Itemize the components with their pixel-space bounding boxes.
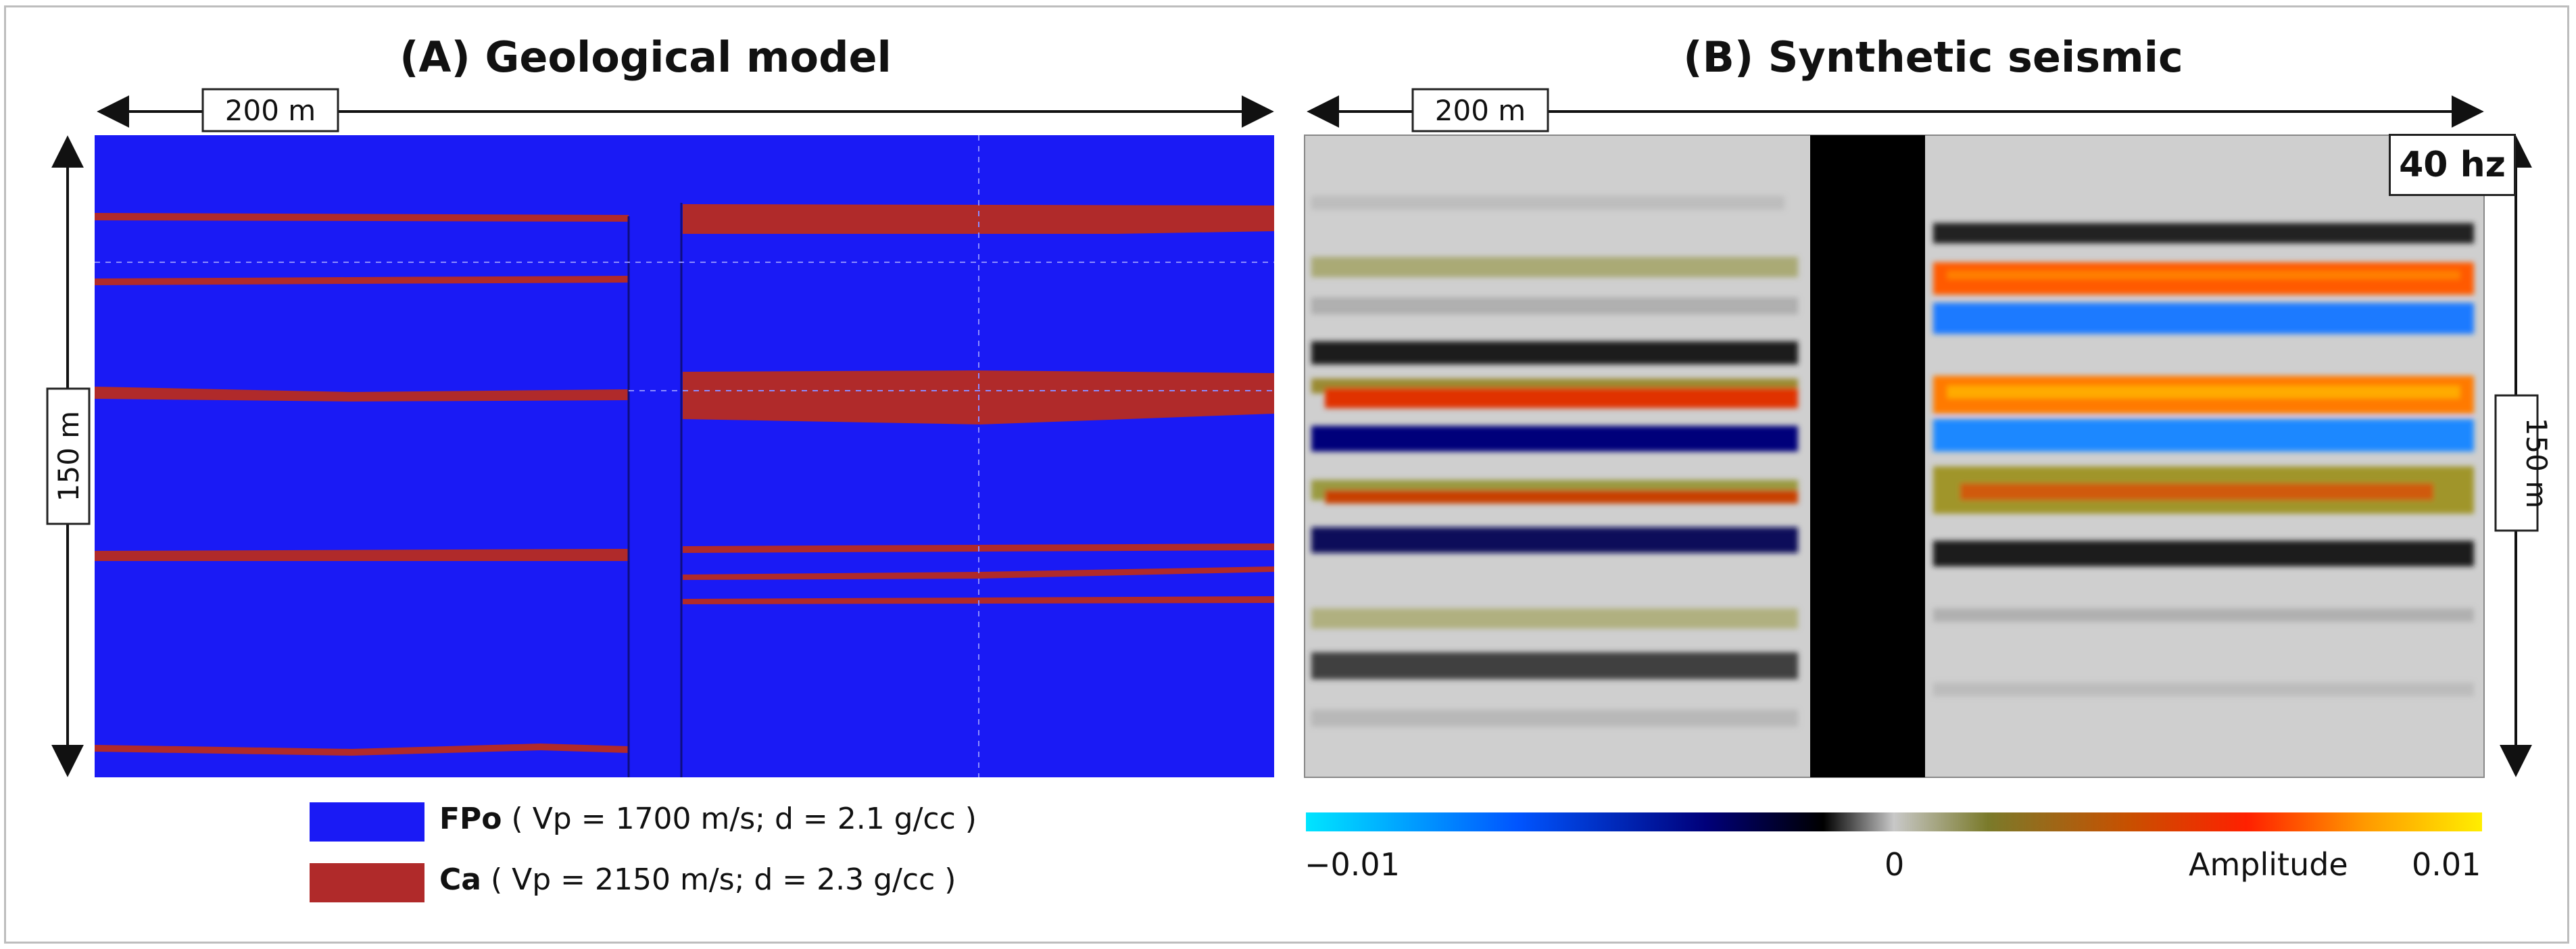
model-layer-ca xyxy=(95,213,629,222)
geological-model: 200 m 150 m xyxy=(46,88,1274,777)
colorbar-min-label: −0.01 xyxy=(1305,846,1400,883)
colorbar-max-label: 0.01 xyxy=(2412,846,2481,883)
legend-item-fpo: FPo ( Vp = 1700 m/s; d = 2.1 g/cc ) xyxy=(439,802,977,836)
width-label-box xyxy=(1411,88,1549,132)
synthetic-seismic: 200 m 150 m xyxy=(1304,88,2553,831)
height-label-box xyxy=(2494,394,2539,532)
legend-swatch-ca xyxy=(310,863,424,902)
legend-swatch-fpo xyxy=(310,802,424,842)
model-layer-ca xyxy=(95,387,629,402)
colorbar-mid-label: 0 xyxy=(1885,846,1905,883)
colorbar-title: Amplitude xyxy=(2189,846,2348,883)
legend-props: ( Vp = 1700 m/s; d = 2.1 g/cc ) xyxy=(511,802,977,836)
model-layer-ca xyxy=(95,549,629,561)
model-layer-ca xyxy=(95,744,629,756)
width-label-box xyxy=(201,88,339,132)
model-layer-ca xyxy=(683,204,1274,234)
panel-b-title: (B) Synthetic seismic xyxy=(1683,32,2183,82)
height-label: 150 m xyxy=(2520,418,2553,508)
colorbar xyxy=(1306,812,2482,831)
model-background-fpo xyxy=(95,135,1274,777)
width-label: 200 m xyxy=(225,94,316,127)
panel-a-title: (A) Geological model xyxy=(399,32,892,82)
legend-props: ( Vp = 2150 m/s; d = 2.3 g/cc ) xyxy=(490,862,956,897)
legend-name: Ca xyxy=(439,862,481,897)
model-layer-ca xyxy=(95,276,629,285)
model-layer-ca xyxy=(683,566,1274,580)
width-label: 200 m xyxy=(1435,94,1526,127)
height-label-box xyxy=(46,387,91,525)
frequency-label: 40 hz xyxy=(2389,134,2516,196)
gap-block xyxy=(1810,135,1925,777)
legend-name: FPo xyxy=(439,802,502,836)
legend-item-ca: Ca ( Vp = 2150 m/s; d = 2.3 g/cc ) xyxy=(439,862,956,897)
height-label: 150 m xyxy=(52,411,85,502)
